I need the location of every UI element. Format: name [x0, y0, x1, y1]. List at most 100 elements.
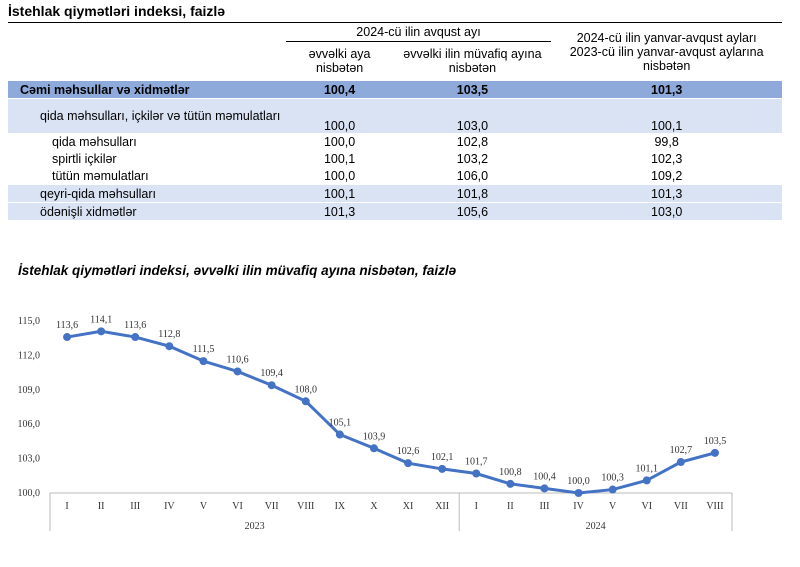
point: [642, 476, 651, 485]
point: [63, 333, 72, 342]
x-tick-label: VII: [265, 501, 279, 512]
y-tick-label: 115,0: [18, 316, 40, 327]
col-header: 2024-cü ilin yanvar-avqust ayları 2023-c…: [569, 30, 764, 73]
x-tick-label: X: [370, 501, 378, 512]
cell: 100,1: [551, 98, 782, 133]
value-label: 110,6: [226, 354, 248, 365]
point: [165, 342, 174, 351]
cell: 101,3: [285, 202, 394, 220]
col-header: əvvəlki ilin müvafiq ayına nisbətən: [403, 47, 542, 75]
cell: 101,3: [551, 80, 782, 99]
value-label: 112,8: [158, 329, 180, 340]
point: [267, 381, 276, 390]
x-tick-label: I: [475, 501, 478, 512]
point: [301, 397, 310, 406]
row-label: qida məhsulları: [52, 134, 137, 149]
x-tick-label: I: [65, 501, 68, 512]
y-tick-label: 106,0: [18, 419, 41, 430]
value-label: 102,7: [670, 445, 693, 456]
x-tick-label: VIII: [706, 501, 723, 512]
row-label: spirtli içkilər: [52, 151, 117, 166]
x-tick-label: XII: [435, 501, 449, 512]
value-label: 113,6: [56, 320, 78, 331]
value-label: 103,9: [363, 431, 386, 442]
value-label: 100,0: [567, 476, 590, 487]
x-tick-label: XI: [403, 501, 414, 512]
value-label: 102,1: [431, 452, 454, 463]
point: [404, 459, 413, 468]
value-label: 100,3: [601, 473, 624, 484]
x-tick-label: IV: [573, 501, 584, 512]
x-tick-label: II: [98, 501, 105, 512]
cell: 100,1: [323, 151, 356, 166]
value-label: 101,1: [636, 463, 659, 474]
cell: 100,0: [285, 98, 394, 133]
row-label: qeyri-qida məhsulları: [8, 184, 286, 203]
value-label: 105,1: [329, 418, 352, 429]
value-label: 102,6: [397, 446, 420, 457]
value-label: 113,6: [124, 320, 146, 331]
cell: 109,2: [651, 168, 683, 183]
col-header: əvvəlki aya nisbətən: [308, 47, 371, 75]
x-tick-label: VI: [232, 501, 243, 512]
x-tick-label: IX: [335, 501, 346, 512]
line: [66, 329, 716, 495]
cell: 100,0: [323, 134, 356, 149]
x-tick-label: III: [130, 501, 140, 512]
x-tick-label: IV: [164, 501, 175, 512]
cell: 106,0: [456, 168, 489, 183]
cell: 100,0: [323, 168, 356, 183]
row-label: qida məhsulları, içkilər və tütün məmula…: [8, 98, 286, 133]
point: [574, 489, 583, 497]
cell: 101,8: [393, 184, 552, 203]
y-tick-label: 112,0: [18, 350, 40, 361]
value-label: 100,8: [499, 467, 522, 478]
point: [472, 469, 481, 478]
cell: 101,3: [551, 184, 782, 203]
cell: 102,3: [651, 151, 683, 166]
point: [199, 357, 208, 366]
value-label: 101,7: [465, 457, 488, 468]
value-label: 111,5: [193, 344, 215, 355]
table: 2024-cü ilin avqust ayı 2024-cü ilin yan…: [8, 22, 782, 220]
x-tick-label: V: [609, 501, 617, 512]
group-header: 2024-cü ilin avqust ayı: [285, 22, 552, 42]
point: [335, 430, 344, 439]
value-label: 100,4: [533, 471, 556, 482]
value-label: 109,4: [260, 368, 283, 379]
cell: 102,8: [456, 134, 489, 149]
cell: 99,8: [654, 134, 679, 149]
point: [131, 333, 140, 342]
point: [608, 485, 617, 494]
cell: 103,0: [551, 202, 782, 220]
point: [506, 479, 515, 488]
value-label: 114,1: [90, 314, 112, 325]
y-tick-label: 103,0: [18, 454, 41, 465]
x-tick-label: III: [539, 501, 549, 512]
x-tick-label: VIII: [297, 501, 314, 512]
cell: 105,6: [393, 202, 552, 220]
cell: 100,4: [285, 80, 394, 99]
y-tick-label: 100,0: [18, 488, 41, 499]
y-tick-label: 109,0: [18, 385, 41, 396]
value-label: 103,5: [704, 436, 727, 447]
group-label: 2023: [245, 521, 265, 532]
x-tick-label: II: [507, 501, 514, 512]
point: [97, 327, 106, 336]
cell: 103,0: [393, 98, 552, 133]
row-label: tütün məmulatları: [52, 168, 149, 183]
row-label: Cəmi məhsullar və xidmətlər: [8, 80, 286, 99]
x-tick-label: VI: [641, 501, 652, 512]
point: [676, 458, 685, 467]
x-tick-label: V: [200, 501, 208, 512]
row-label: ödənişli xidmətlər: [8, 202, 286, 220]
x-tick-label: VII: [674, 501, 688, 512]
doc-title: İstehlak qiymətləri indeksi, faizlə: [8, 3, 226, 19]
value-label: 108,0: [295, 384, 318, 395]
cell: 100,1: [285, 184, 394, 203]
point: [369, 444, 378, 453]
chart-title: İstehlak qiymətləri indeksi, əvvəlki ili…: [18, 263, 457, 278]
cell: 103,2: [456, 151, 489, 166]
